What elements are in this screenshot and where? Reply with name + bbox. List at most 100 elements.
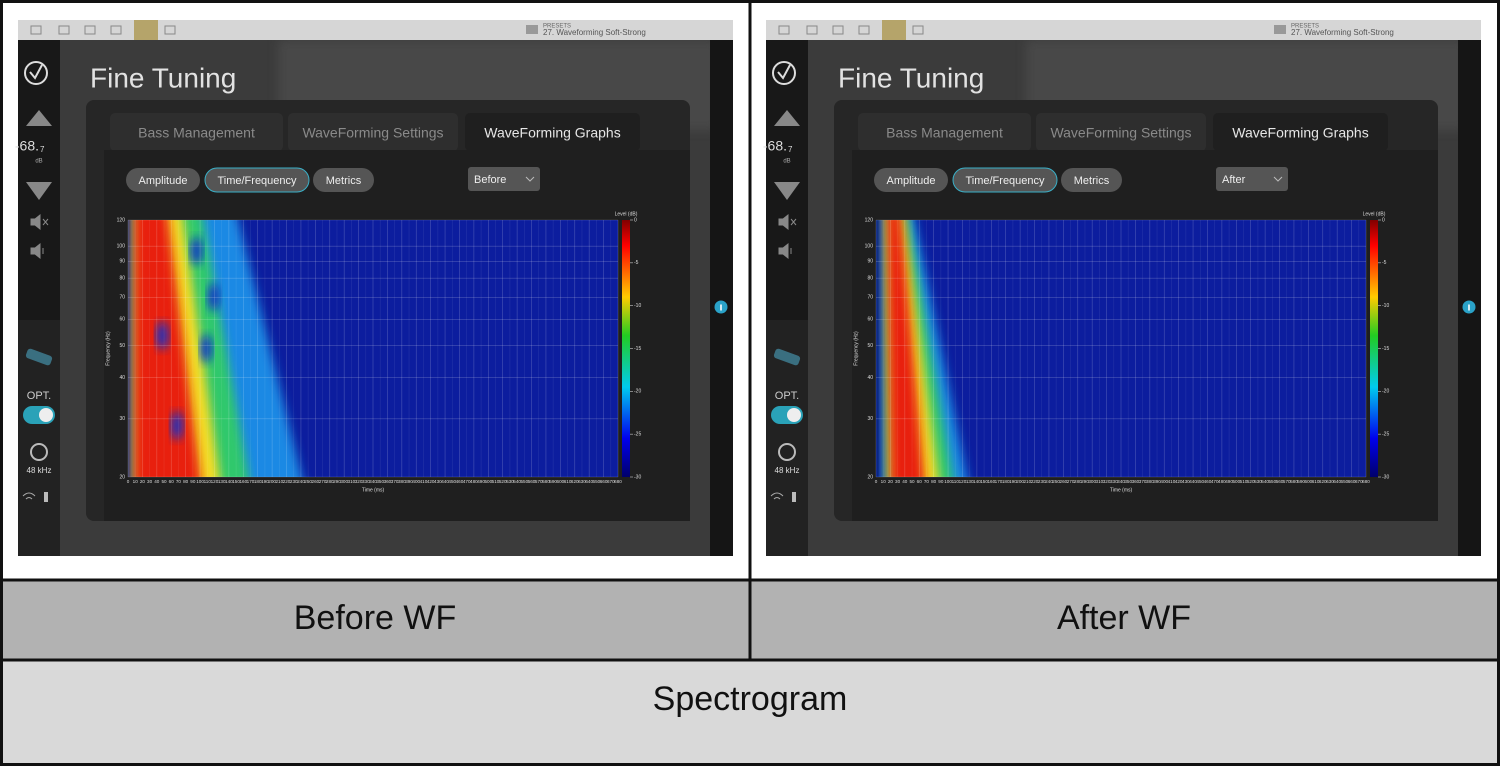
y-tick-label: 90 bbox=[119, 259, 125, 265]
x-tick-label: 520 bbox=[1247, 479, 1255, 484]
volume-up bbox=[774, 110, 800, 126]
colorbar-tick-label: -30 bbox=[634, 474, 641, 480]
speaker-icon bbox=[30, 242, 44, 260]
x-tick-label: 240 bbox=[297, 479, 305, 484]
x-tick-label: 400 bbox=[412, 479, 420, 484]
x-tick-label: 330 bbox=[1110, 479, 1118, 484]
x-tick-label: 630 bbox=[578, 479, 586, 484]
logo bbox=[772, 61, 796, 85]
top-bar bbox=[766, 20, 1481, 40]
panel-label: Before WF bbox=[294, 599, 456, 637]
mode-button[interactable] bbox=[952, 167, 1058, 193]
x-tick-label: 170 bbox=[247, 479, 255, 484]
x-tick-label: 590 bbox=[1297, 479, 1305, 484]
tab[interactable] bbox=[110, 113, 283, 151]
x-tick-label: 130 bbox=[966, 479, 974, 484]
x-tick-label: 440 bbox=[1189, 479, 1197, 484]
dropdown-value: Before bbox=[474, 174, 506, 186]
x-tick-label: 120 bbox=[959, 479, 967, 484]
x-tick-label: 600 bbox=[1305, 479, 1313, 484]
x-tick-label: 620 bbox=[571, 479, 579, 484]
page-title: Fine Tuning bbox=[90, 62, 236, 93]
colorbar bbox=[1370, 220, 1378, 477]
x-tick-label: 450 bbox=[448, 479, 456, 484]
toolbar-icon bbox=[858, 25, 870, 35]
x-tick-label: 590 bbox=[549, 479, 557, 484]
folder-icon bbox=[1274, 25, 1286, 34]
x-tick-label: 520 bbox=[499, 479, 507, 484]
mode-button-label: Amplitude bbox=[139, 175, 188, 187]
x-tick-label: 70 bbox=[176, 479, 182, 484]
x-tick-label: 110 bbox=[952, 479, 960, 484]
wifi-icon bbox=[770, 492, 784, 500]
x-tick-label: 40 bbox=[902, 479, 908, 484]
x-tick-label: 530 bbox=[1254, 479, 1262, 484]
colorbar-tick-label: -25 bbox=[1382, 431, 1389, 437]
x-tick-label: 20 bbox=[140, 479, 146, 484]
mode-button-label: Amplitude bbox=[887, 175, 936, 187]
dropdown[interactable] bbox=[1216, 167, 1288, 191]
x-tick-label: 540 bbox=[513, 479, 521, 484]
volume: -68. bbox=[15, 138, 39, 154]
mode-button[interactable] bbox=[874, 168, 948, 192]
tab[interactable] bbox=[288, 113, 458, 151]
top-bar bbox=[18, 20, 733, 40]
sample-rate: 48 kHz bbox=[27, 466, 52, 475]
right-strip bbox=[1458, 40, 1481, 556]
x-tick-label: 390 bbox=[405, 479, 413, 484]
colorbar-tick-label: -5 bbox=[1382, 260, 1387, 266]
x-tick-label: 30 bbox=[895, 479, 901, 484]
x-tick-label: 230 bbox=[1038, 479, 1046, 484]
x-tick-label: 430 bbox=[434, 479, 442, 484]
x-tick-label: 550 bbox=[1268, 479, 1276, 484]
tab-label: WaveForming Graphs bbox=[1232, 125, 1368, 141]
x-tick-label: 650 bbox=[1341, 479, 1349, 484]
toolbar-icon-active bbox=[134, 20, 158, 40]
tab-label: Bass Management bbox=[886, 125, 1003, 141]
x-tick-label: 620 bbox=[1319, 479, 1327, 484]
toolbar-icon bbox=[806, 25, 818, 35]
mode-button[interactable] bbox=[313, 168, 374, 192]
preset-name: 27. Waveforming Soft-Strong bbox=[543, 28, 646, 37]
x-tick-label: 350 bbox=[1124, 479, 1132, 484]
x-tick-label: 100 bbox=[196, 479, 204, 484]
tab[interactable] bbox=[1213, 113, 1388, 151]
x-tick-label: 550 bbox=[520, 479, 528, 484]
x-tick-label: 290 bbox=[333, 479, 341, 484]
volume-decimal: 7 bbox=[788, 145, 793, 154]
mode-button[interactable] bbox=[126, 168, 200, 192]
y-tick-label: 90 bbox=[867, 259, 873, 265]
colorbar-tick-label: -20 bbox=[634, 389, 641, 395]
tab-label: Bass Management bbox=[138, 125, 255, 141]
mode-button[interactable] bbox=[1061, 168, 1122, 192]
opt-knob bbox=[39, 408, 53, 422]
x-tick-label: 390 bbox=[1153, 479, 1161, 484]
x-axis-label: Time (ms) bbox=[1110, 487, 1133, 493]
y-tick-label: 60 bbox=[867, 317, 873, 323]
caption: Spectrogram bbox=[653, 680, 848, 718]
colorbar-tick-label: -5 bbox=[634, 260, 639, 266]
dropdown[interactable] bbox=[468, 167, 540, 191]
volume-unit: dB bbox=[35, 159, 42, 165]
x-tick-label: 480 bbox=[470, 479, 478, 484]
opt-label: OPT. bbox=[775, 390, 799, 402]
x-tick-label: 670 bbox=[607, 479, 615, 484]
toolbar-icon bbox=[58, 25, 70, 35]
tab[interactable] bbox=[1036, 113, 1206, 151]
x-tick-label: 670 bbox=[1355, 479, 1363, 484]
heat-layer bbox=[886, 220, 925, 477]
heat-blob bbox=[190, 236, 203, 265]
info-glyph bbox=[720, 304, 722, 311]
tab[interactable] bbox=[858, 113, 1031, 151]
x-tick-label: 90 bbox=[938, 479, 944, 484]
mode-button[interactable] bbox=[204, 167, 310, 193]
x-tick-label: 230 bbox=[290, 479, 298, 484]
colorbar-label: Level (dB) bbox=[615, 211, 638, 217]
heat-edge bbox=[876, 220, 879, 477]
tab[interactable] bbox=[465, 113, 640, 151]
folder-icon bbox=[526, 25, 538, 34]
mode-button-label: Time/Frequency bbox=[965, 175, 1045, 187]
toolbar-icon bbox=[832, 25, 844, 35]
